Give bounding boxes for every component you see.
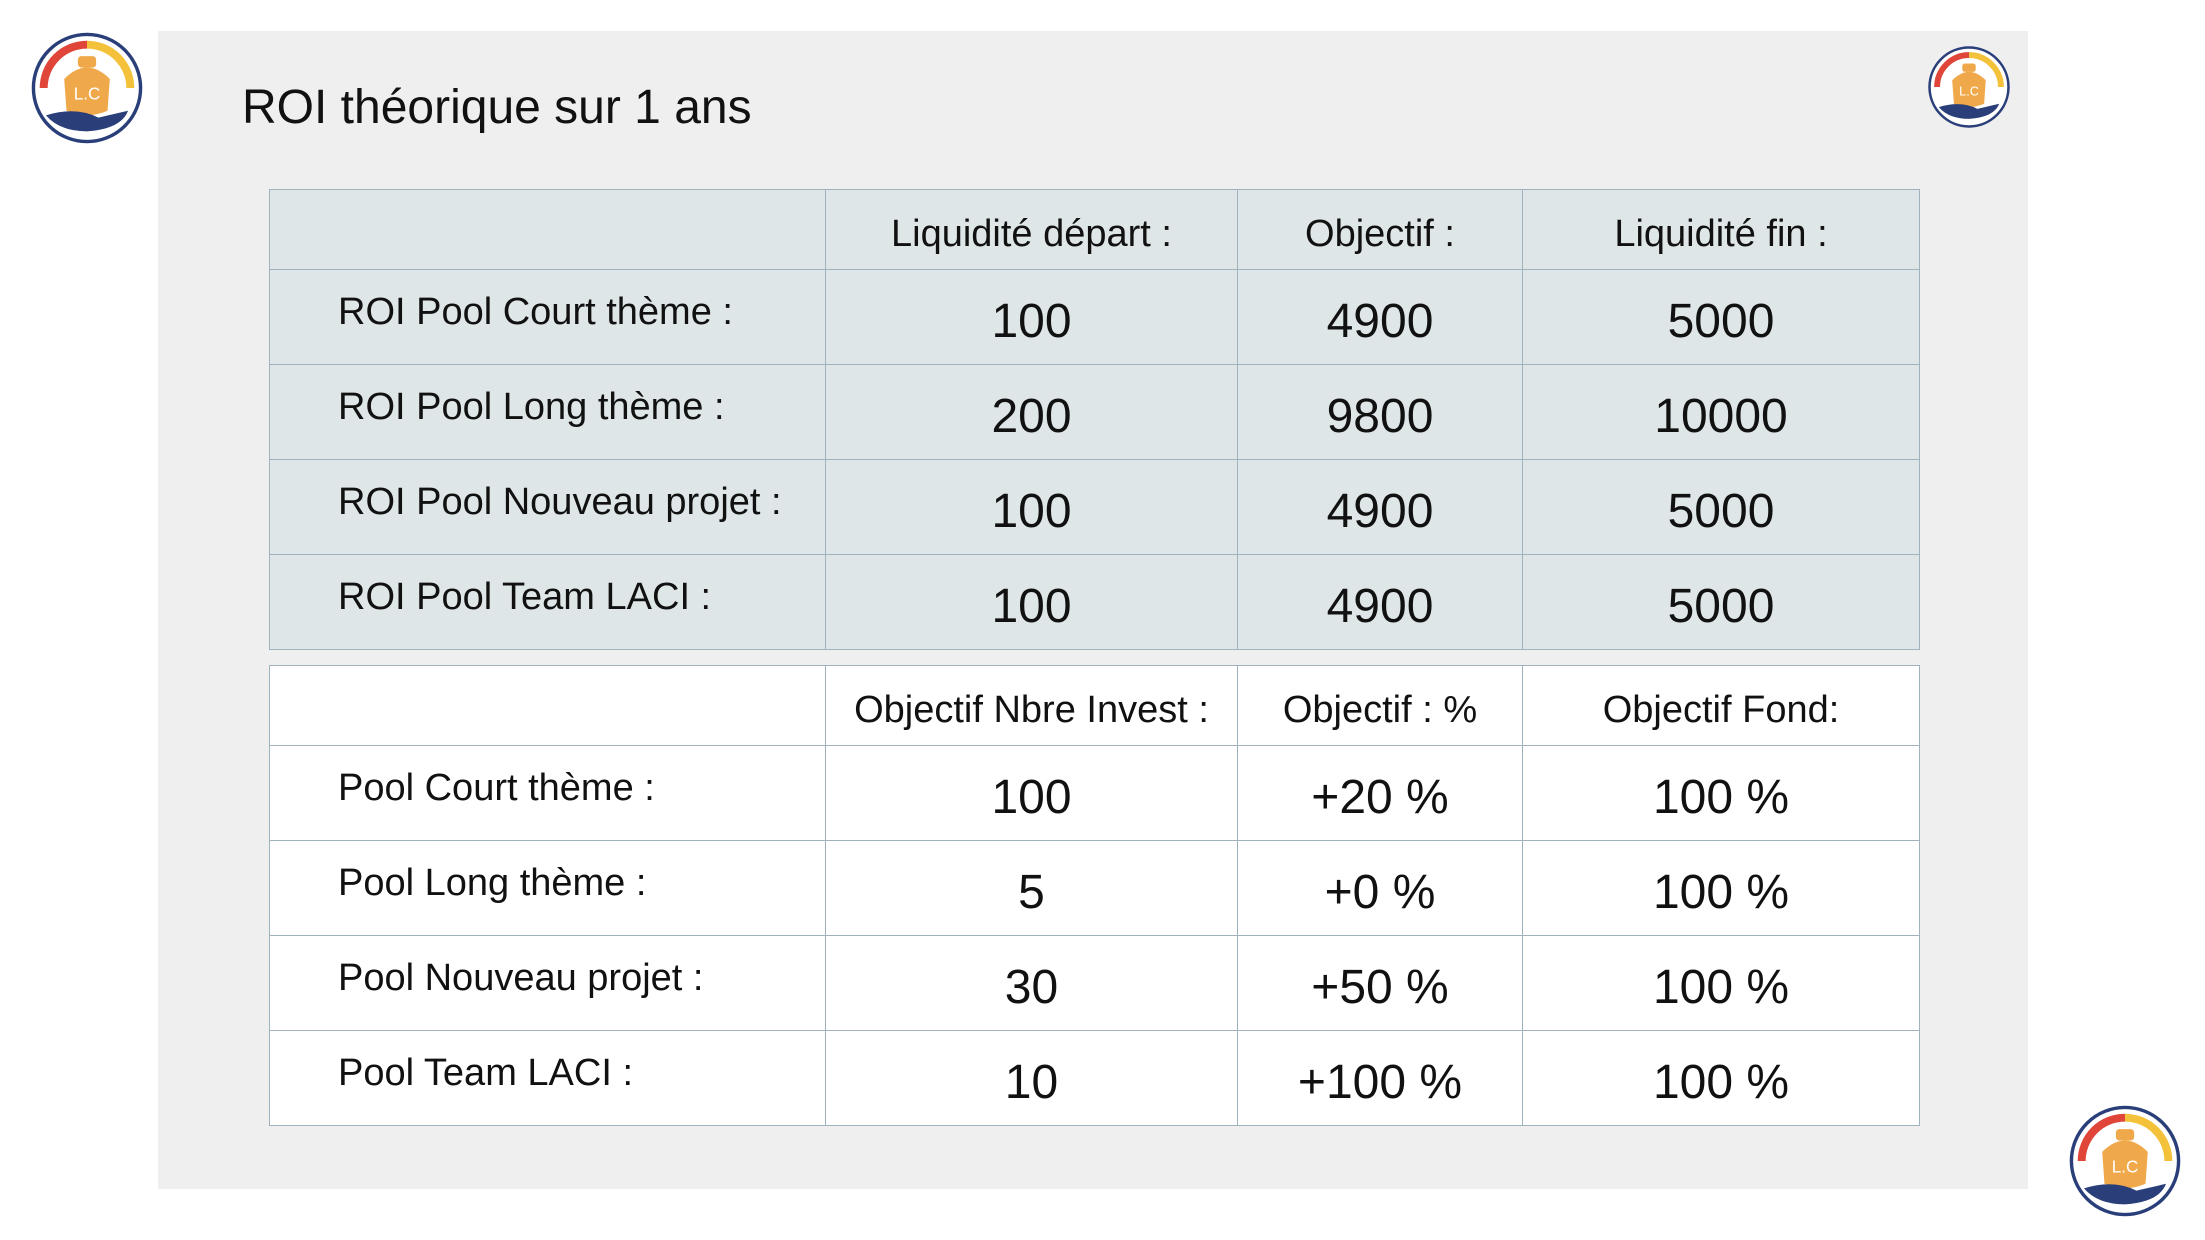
table-row: ROI Pool Long thème : 200 9800 10000: [269, 364, 1920, 460]
row-label: Pool Court thème :: [269, 745, 826, 841]
investors-value: 100: [825, 745, 1238, 841]
row-label: Pool Long thème :: [269, 840, 826, 936]
percent-value: +100 %: [1237, 1030, 1523, 1126]
header-liquidite-fin: Liquidité fin :: [1522, 189, 1920, 270]
row-label: ROI Pool Court thème :: [269, 269, 826, 365]
liquidite-depart-value: 100: [825, 269, 1238, 365]
fund-value: 100 %: [1522, 840, 1920, 936]
percent-value: +50 %: [1237, 935, 1523, 1031]
investors-value: 5: [825, 840, 1238, 936]
objectif-value: 4900: [1237, 459, 1523, 555]
table-row: Pool Long thème : 5 +0 % 100 %: [269, 840, 1920, 936]
header-cell-empty: [269, 665, 826, 746]
objectif-value: 4900: [1237, 554, 1523, 650]
table-row: ROI Pool Court thème : 100 4900 5000: [269, 269, 1920, 365]
objective-table: Objectif Nbre Invest : Objectif : % Obje…: [269, 665, 1920, 1126]
table-row: ROI Pool Team LACI : 100 4900 5000: [269, 554, 1920, 650]
logo-bottom-right: L.C: [2068, 1104, 2182, 1218]
row-label: ROI Pool Long thème :: [269, 364, 826, 460]
header-objectif-nbre-invest: Objectif Nbre Invest :: [825, 665, 1238, 746]
slide-title: ROI théorique sur 1 ans: [242, 81, 752, 134]
header-objectif: Objectif :: [1237, 189, 1523, 270]
investors-value: 10: [825, 1030, 1238, 1126]
liquidite-depart-value: 100: [825, 554, 1238, 650]
liquidite-fin-value: 5000: [1522, 554, 1920, 650]
liquidite-fin-value: 5000: [1522, 459, 1920, 555]
fund-value: 100 %: [1522, 745, 1920, 841]
percent-value: +20 %: [1237, 745, 1523, 841]
fund-value: 100 %: [1522, 1030, 1920, 1126]
liquidite-depart-value: 200: [825, 364, 1238, 460]
investors-value: 30: [825, 935, 1238, 1031]
liquidite-fin-value: 10000: [1522, 364, 1920, 460]
logo-text: L.C: [1959, 84, 1979, 98]
table-row: ROI Pool Nouveau projet : 100 4900 5000: [269, 459, 1920, 555]
liquidite-fin-value: 5000: [1522, 269, 1920, 365]
header-objectif-fond: Objectif Fond:: [1522, 665, 1920, 746]
header-objectif-percent: Objectif : %: [1237, 665, 1523, 746]
table-header-row: Liquidité départ : Objectif : Liquidité …: [269, 189, 1920, 270]
roi-table: Liquidité départ : Objectif : Liquidité …: [269, 189, 1920, 650]
row-label: Pool Nouveau projet :: [269, 935, 826, 1031]
header-cell-empty: [269, 189, 826, 270]
logo-text: L.C: [2112, 1157, 2139, 1176]
percent-value: +0 %: [1237, 840, 1523, 936]
objectif-value: 4900: [1237, 269, 1523, 365]
table-header-row: Objectif Nbre Invest : Objectif : % Obje…: [269, 665, 1920, 746]
header-liquidite-depart: Liquidité départ :: [825, 189, 1238, 270]
row-label: ROI Pool Team LACI :: [269, 554, 826, 650]
row-label: Pool Team LACI :: [269, 1030, 826, 1126]
table-row: Pool Nouveau projet : 30 +50 % 100 %: [269, 935, 1920, 1031]
logo-text: L.C: [74, 84, 101, 103]
objectif-value: 9800: [1237, 364, 1523, 460]
liquidite-depart-value: 100: [825, 459, 1238, 555]
logo-top-right: L.C: [1927, 45, 2011, 129]
row-label: ROI Pool Nouveau projet :: [269, 459, 826, 555]
table-row: Pool Team LACI : 10 +100 % 100 %: [269, 1030, 1920, 1126]
logo-top-left: L.C: [30, 31, 144, 145]
table-row: Pool Court thème : 100 +20 % 100 %: [269, 745, 1920, 841]
fund-value: 100 %: [1522, 935, 1920, 1031]
